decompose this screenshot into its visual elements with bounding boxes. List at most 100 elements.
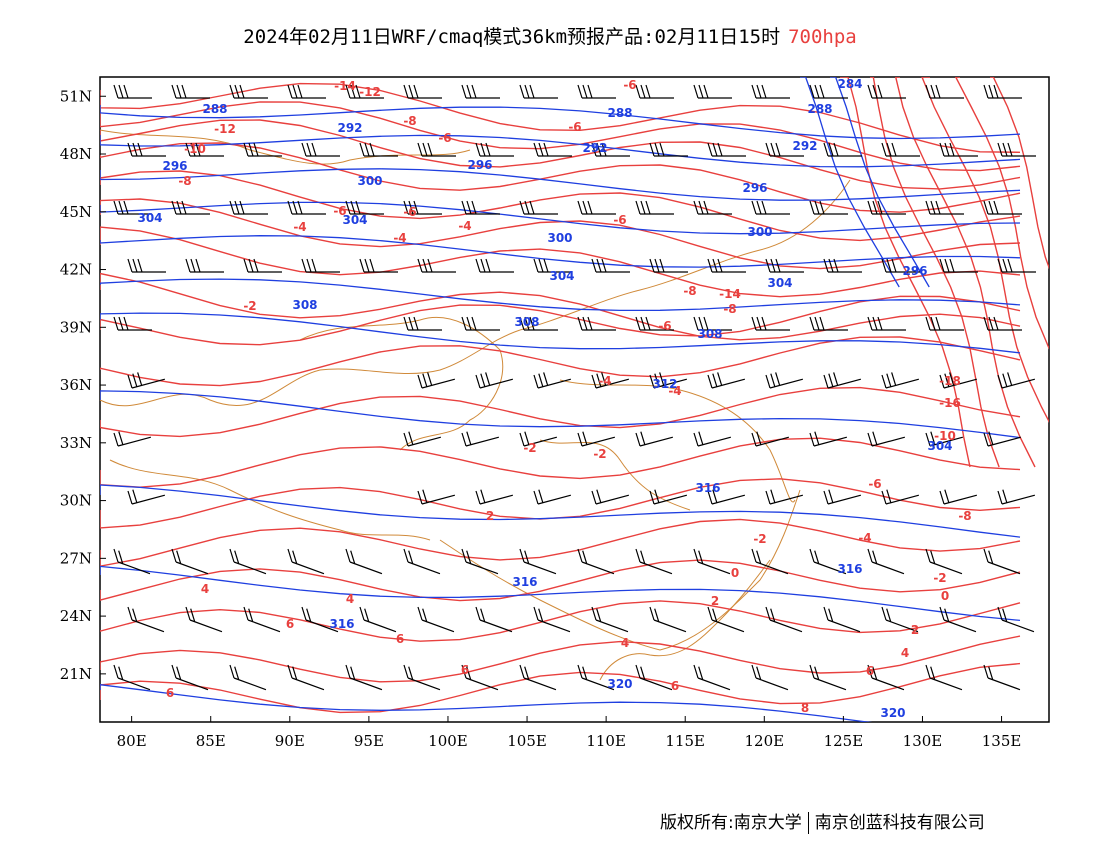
wind-barb xyxy=(533,489,571,505)
wind-barb xyxy=(533,372,571,389)
wind-barb xyxy=(983,548,1021,575)
geopotential-label: 284 xyxy=(837,77,862,91)
temperature-contour xyxy=(990,77,1049,270)
wind-barb xyxy=(461,548,499,575)
wind-barb xyxy=(925,84,964,99)
wind-barb xyxy=(519,84,558,99)
wind-barb xyxy=(765,489,803,505)
geopotential-label: 304 xyxy=(342,213,367,227)
wind-barb xyxy=(809,84,848,99)
temperature-label: 6 xyxy=(166,686,174,700)
wind-barb xyxy=(403,84,442,99)
temperature-label: -12 xyxy=(214,122,236,136)
wind-barb xyxy=(461,431,499,447)
wind-barb xyxy=(475,372,513,389)
x-tick-label: 80E xyxy=(117,732,147,750)
wind-barb xyxy=(345,664,383,691)
wind-barb xyxy=(939,372,977,389)
wind-barb xyxy=(997,258,1036,273)
wind-barb xyxy=(301,258,340,273)
wind-barb xyxy=(635,316,674,331)
temperature-label: -6 xyxy=(403,205,416,219)
wind-barb xyxy=(403,664,441,691)
temperature-label: -2 xyxy=(753,532,766,546)
wind-barb xyxy=(519,316,558,331)
x-tick-label: 135E xyxy=(982,732,1022,750)
wind-barb xyxy=(823,372,861,389)
wind-barb xyxy=(403,431,441,447)
wind-barb xyxy=(997,142,1036,157)
wind-barb xyxy=(997,606,1035,633)
x-tick-label: 125E xyxy=(824,732,864,750)
temperature-labels: -14 -12-12-10-8-8 -6-6-6-6 -6-4-4-4 -6-2-8 -1… xyxy=(166,78,972,715)
wind-barb xyxy=(649,372,687,389)
temperature-contour xyxy=(100,198,1021,270)
x-tick-label: 130E xyxy=(903,732,943,750)
wind-barb xyxy=(881,258,920,273)
footer-separator xyxy=(807,812,809,834)
wind-barb xyxy=(751,84,790,99)
wind-barb xyxy=(925,316,964,331)
wind-barb xyxy=(693,431,731,447)
geopotential-label: 300 xyxy=(357,174,382,188)
wind-barb xyxy=(345,84,384,99)
wind-barb xyxy=(707,489,745,505)
geopotential-label: 296 xyxy=(902,264,927,278)
wind-barb xyxy=(649,489,687,505)
wind-barb xyxy=(417,372,455,389)
temperature-contour xyxy=(100,226,1021,298)
wind-barb xyxy=(171,664,209,691)
wind-barb xyxy=(693,200,732,215)
province-borders xyxy=(99,129,851,681)
wind-barb xyxy=(229,200,268,215)
wind-barb xyxy=(751,664,789,691)
temperature-label: -6 xyxy=(658,319,671,333)
geopotential-label: 292 xyxy=(337,121,362,135)
wind-barb xyxy=(809,431,847,447)
wind-barb xyxy=(649,606,687,633)
temperature-label: 2 xyxy=(711,594,719,608)
temperature-contour xyxy=(100,386,1021,438)
wind-barb xyxy=(127,142,166,157)
wind-barb xyxy=(939,489,977,505)
temperature-label: -6 xyxy=(613,213,626,227)
wind-barb xyxy=(577,200,616,215)
wind-barb xyxy=(185,606,223,633)
geopotential-label: 304 xyxy=(549,269,574,283)
geopotential-label: 296 xyxy=(742,181,767,195)
x-tick-label: 115E xyxy=(665,732,705,750)
copyright-text: 版权所有:南京大学 xyxy=(660,813,802,833)
y-tick-label: 45N xyxy=(60,203,92,221)
temperature-label: -8 xyxy=(178,174,191,188)
wind-barb xyxy=(359,258,398,273)
geopotential-label: 320 xyxy=(880,706,905,720)
wind-barb xyxy=(751,431,789,447)
wind-barb xyxy=(939,142,978,157)
wind-barb xyxy=(577,431,615,447)
geopotential-label: 288 xyxy=(202,102,227,116)
wind-barb xyxy=(403,316,442,331)
wind-barb xyxy=(461,84,500,99)
wind-barb xyxy=(127,258,166,273)
wind-barb xyxy=(823,606,861,633)
wind-barb xyxy=(867,200,906,215)
wind-barb xyxy=(417,606,455,633)
wind-barb xyxy=(881,489,919,505)
temperature-contour xyxy=(100,295,1021,346)
wind-barb xyxy=(881,606,919,633)
temperature-label: 4 xyxy=(346,592,354,606)
temperature-contours xyxy=(100,77,1049,714)
temperature-label: 4 xyxy=(621,636,629,650)
x-tick-label: 90E xyxy=(275,732,305,750)
wind-barb xyxy=(475,142,514,157)
wind-barb xyxy=(403,200,442,215)
wind-barb xyxy=(809,548,847,575)
geopotential-label: 300 xyxy=(547,231,572,245)
temperature-label: -4 xyxy=(858,531,871,545)
wind-barb xyxy=(707,606,745,633)
wind-barb xyxy=(693,548,731,575)
temperature-label: -2 xyxy=(933,571,946,585)
wind-barb xyxy=(577,316,616,331)
temperature-label: -8 xyxy=(683,284,696,298)
temperature-contour xyxy=(100,82,1021,153)
